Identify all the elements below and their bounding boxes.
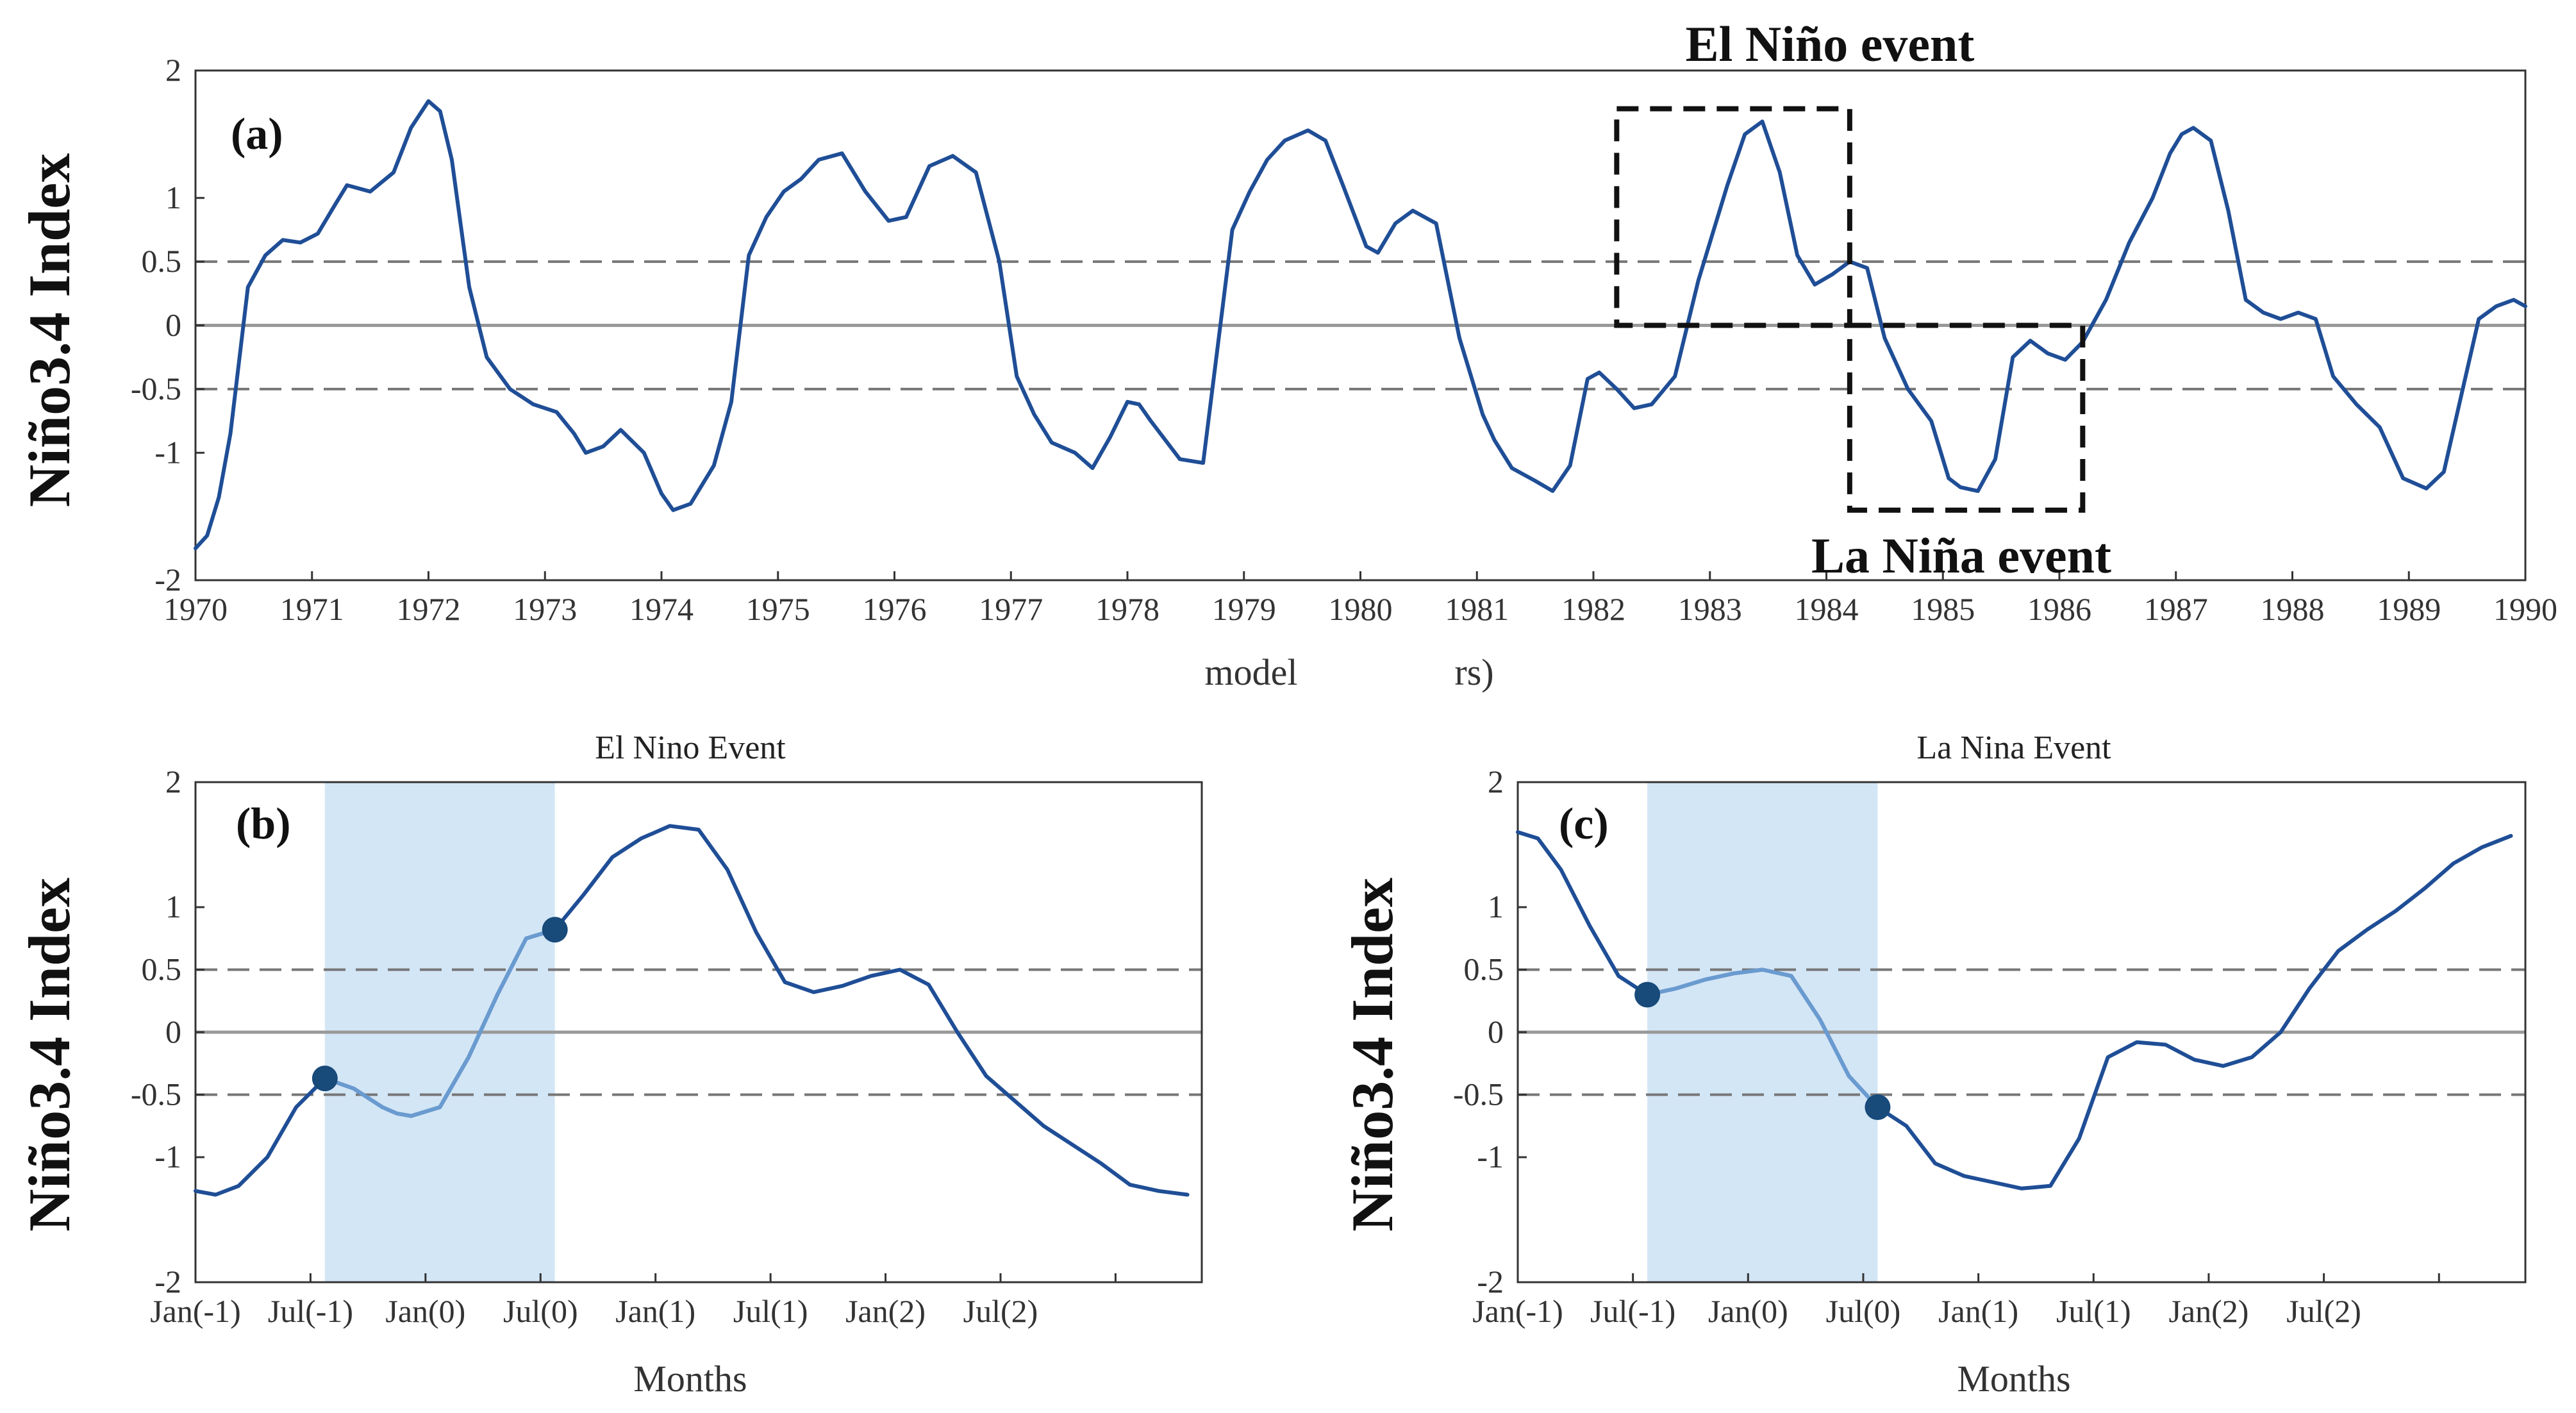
y-tick-label: 0 <box>165 307 181 343</box>
y-tick-label: 0 <box>165 1014 181 1049</box>
x-tick-label: Jan(-1) <box>150 1293 241 1329</box>
x-tick-label: Jul(2) <box>963 1293 1038 1329</box>
x-tick-label: 1990 <box>2493 591 2557 627</box>
panel-a-xlabel-right: rs) <box>1454 651 1493 693</box>
panel-a-label: (a) <box>231 110 283 159</box>
x-tick-label: Jan(1) <box>1938 1293 2018 1329</box>
x-tick-label: 1978 <box>1095 591 1159 627</box>
x-tick-label: 1985 <box>1911 591 1975 627</box>
panel-b-ylabel: Niño3.4 Index <box>17 878 82 1232</box>
event-marker <box>542 917 568 943</box>
panel-a-ylabel: Niño3.4 Index <box>17 153 82 507</box>
panel-a-xlabel-left: model <box>1205 651 1298 693</box>
x-tick-label: Jan(2) <box>2168 1293 2248 1329</box>
x-tick-label: 1979 <box>1212 591 1276 627</box>
y-tick-label: 1 <box>165 889 181 924</box>
x-tick-label: 1970 <box>163 591 228 627</box>
y-tick-label: 0 <box>1488 1014 1504 1049</box>
x-tick-label: 1986 <box>2027 591 2091 627</box>
y-tick-label: 1 <box>165 180 181 215</box>
y-tick-label: 0.5 <box>142 243 182 279</box>
series-line-shaded-segment <box>322 928 557 1118</box>
y-tick-label: -1 <box>1477 1139 1504 1175</box>
x-tick-label: 1989 <box>2377 591 2441 627</box>
x-tick-label: Jan(2) <box>845 1293 926 1329</box>
y-tick-label: 1 <box>1488 889 1504 924</box>
x-tick-label: Jan(-1) <box>1472 1293 1563 1329</box>
x-tick-label: Jan(0) <box>385 1293 465 1329</box>
y-tick-label: -0.5 <box>131 371 181 406</box>
event-box <box>1847 322 2086 513</box>
x-tick-label: Jul(0) <box>503 1293 578 1329</box>
x-tick-label: 1982 <box>1561 591 1625 627</box>
x-tick-label: 1980 <box>1329 591 1393 627</box>
y-tick-label: -1 <box>154 1139 181 1175</box>
x-tick-label: 1977 <box>979 591 1043 627</box>
event-box <box>1614 106 1852 328</box>
y-tick-label: -2 <box>154 1264 181 1300</box>
x-tick-label: Jan(0) <box>1708 1293 1788 1329</box>
x-tick-label: 1971 <box>280 591 344 627</box>
y-tick-label: -2 <box>154 562 181 598</box>
x-tick-label: 1984 <box>1795 591 1859 627</box>
x-tick-label: Jul(-1) <box>1590 1293 1675 1329</box>
panel-c-title: La Nina Event <box>1916 730 2111 766</box>
y-tick-label: 2 <box>165 52 181 88</box>
x-tick-label: 1973 <box>513 591 577 627</box>
event-marker <box>1865 1094 1891 1120</box>
panel-c-label: (c) <box>1559 799 1609 849</box>
la-nina-event-label: La Niña event <box>1811 528 2111 583</box>
panel-b-title: El Nino Event <box>595 730 786 766</box>
y-tick-label: 2 <box>1488 764 1504 799</box>
x-tick-label: 1987 <box>2144 591 2208 627</box>
panel-c-xlabel: Months <box>1957 1358 2070 1400</box>
x-tick-label: Jul(-1) <box>268 1293 353 1329</box>
x-tick-label: 1974 <box>629 591 694 627</box>
x-tick-label: Jul(1) <box>2056 1293 2131 1329</box>
el-nino-event-label: El Niño event <box>1686 16 1975 72</box>
x-tick-label: 1981 <box>1445 591 1509 627</box>
y-tick-label: 0.5 <box>142 951 182 987</box>
y-tick-label: -0.5 <box>1453 1076 1504 1112</box>
y-tick-label: -0.5 <box>131 1076 181 1112</box>
x-tick-label: Jan(1) <box>615 1293 695 1329</box>
x-tick-label: Jul(0) <box>1826 1293 1901 1329</box>
event-marker <box>1634 982 1661 1008</box>
x-tick-label: 1988 <box>2261 591 2325 627</box>
y-tick-label: 2 <box>165 764 181 799</box>
panel-b-label: (b) <box>236 799 291 849</box>
panel-c-ylabel: Niño3.4 Index <box>1340 878 1405 1232</box>
panel-b-xlabel: Months <box>633 1358 747 1400</box>
x-tick-label: Jul(2) <box>2286 1293 2361 1329</box>
event-marker <box>312 1066 338 1092</box>
series-line-shaded-segment <box>1645 967 1880 1109</box>
x-tick-label: Jul(1) <box>733 1293 808 1329</box>
x-tick-label: 1975 <box>746 591 810 627</box>
y-tick-label: 0.5 <box>1464 951 1504 987</box>
y-tick-label: -2 <box>1477 1264 1504 1300</box>
series-line <box>194 99 2527 551</box>
x-tick-label: 1972 <box>397 591 461 627</box>
x-tick-label: 1983 <box>1678 591 1742 627</box>
x-tick-label: 1976 <box>863 591 927 627</box>
y-tick-label: -1 <box>154 434 181 470</box>
